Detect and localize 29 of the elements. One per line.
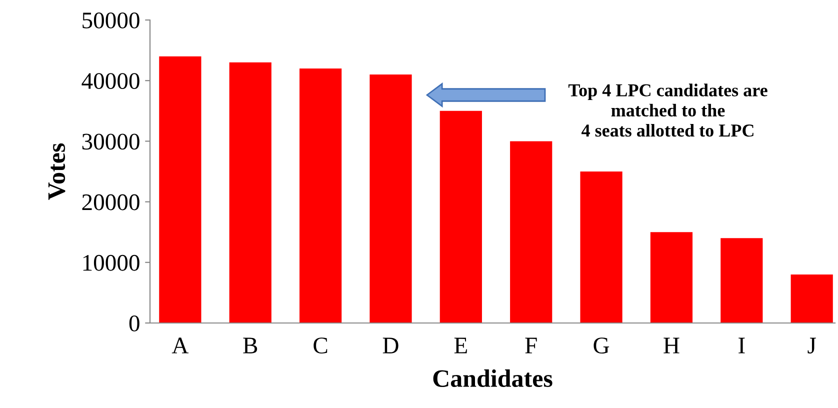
x-tick-label: D (382, 338, 398, 354)
x-tick-label: C (314, 338, 328, 354)
x-tick-label: E (454, 338, 467, 354)
y-tick-label: 10000 (83, 254, 140, 271)
x-tick-label: J (808, 338, 816, 354)
y-axis-title: Votes (48, 143, 66, 200)
bar (510, 141, 552, 323)
bar (229, 62, 272, 323)
bar (159, 56, 202, 323)
y-tick-label: 50000 (82, 12, 140, 28)
y-tick-label: 20000 (82, 194, 140, 210)
y-tick-label: 30000 (82, 134, 140, 150)
x-tick-label: H (664, 338, 680, 354)
x-tick-label: B (243, 338, 258, 354)
x-tick-label: A (172, 338, 189, 354)
bar (790, 274, 833, 323)
bar (650, 232, 693, 323)
bar (370, 74, 412, 323)
bar (440, 110, 482, 323)
bar (299, 68, 342, 323)
x-tick-label: F (525, 338, 537, 354)
bar (580, 172, 622, 323)
bar (720, 238, 763, 323)
x-axis-title: Candidates (433, 369, 552, 388)
y-tick-label: 0 (129, 315, 140, 332)
annotation: Top 4 LPC candidates are matched to the 4 seats allotted to LPC (568, 84, 768, 137)
x-tick-label: I (738, 338, 745, 354)
y-tick-label: 40000 (82, 73, 140, 90)
x-tick-label: G (594, 338, 610, 354)
